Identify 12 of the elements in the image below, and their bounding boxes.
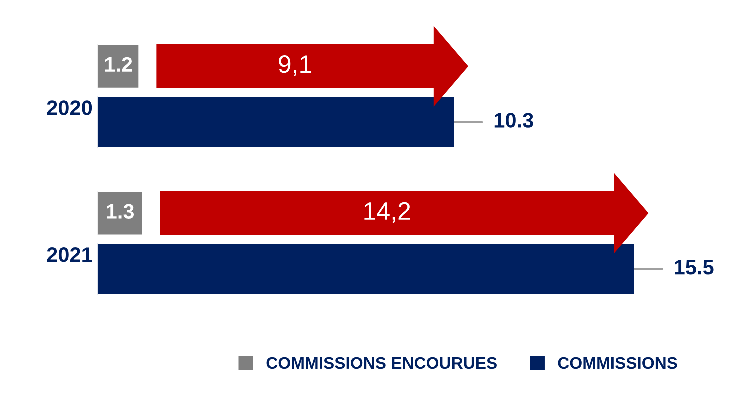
legend-label: COMMISSIONS ENCOURUES	[266, 357, 497, 370]
bar	[98, 190, 144, 236]
data-label: 1.3	[107, 204, 134, 220]
data-label: 15.5	[675, 260, 714, 275]
y-tick-label: 2021	[47, 248, 92, 262]
data-label: 1.2	[105, 57, 132, 72]
annotation: 14,2	[364, 202, 410, 224]
annotation: 9,1	[279, 55, 312, 76]
bar	[98, 44, 140, 90]
y-tick-label: 2020	[47, 100, 92, 116]
legend-label: COMMISSIONS	[558, 357, 678, 370]
data-label: 10.3	[494, 113, 534, 128]
